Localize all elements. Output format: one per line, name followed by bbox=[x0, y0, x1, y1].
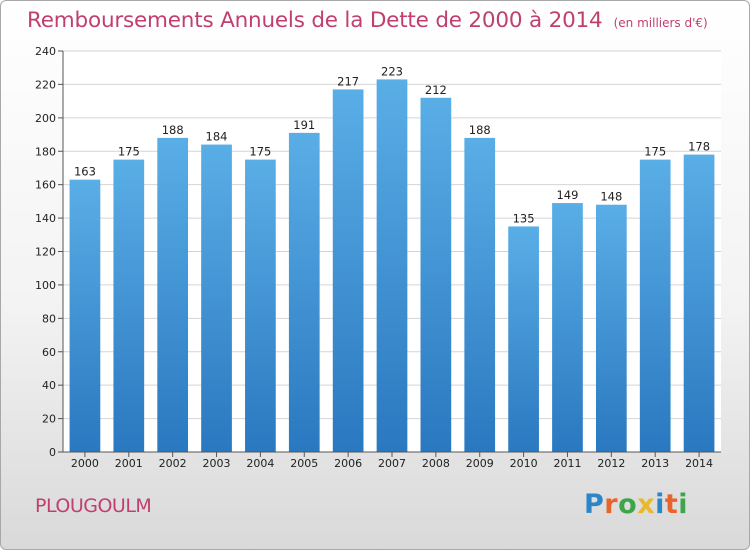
y-tick-label: 80 bbox=[42, 312, 56, 325]
x-tick-label: 2011 bbox=[553, 457, 581, 470]
y-tick-label: 160 bbox=[35, 179, 56, 192]
bar bbox=[201, 144, 232, 453]
bar bbox=[288, 132, 320, 452]
bar bbox=[376, 79, 408, 452]
bar bbox=[69, 179, 101, 452]
bar bbox=[332, 89, 364, 452]
bar bbox=[113, 159, 145, 452]
x-tick-label: 2000 bbox=[71, 457, 99, 470]
data-label: 149 bbox=[556, 188, 578, 202]
x-tick-label: 2013 bbox=[641, 457, 669, 470]
logo-letter: o bbox=[618, 489, 638, 520]
y-tick-label: 120 bbox=[35, 246, 56, 259]
logo-letter: P bbox=[584, 489, 605, 520]
bar bbox=[245, 159, 276, 452]
x-tick-label: 2012 bbox=[597, 457, 625, 470]
bar bbox=[464, 137, 496, 452]
commune-name: PLOUGOULM bbox=[35, 495, 152, 517]
data-label: 175 bbox=[118, 145, 140, 159]
labels: 0 20 40 60 80 100 120 140 160 180 200 220 240 163 2000… bbox=[35, 45, 713, 470]
bar bbox=[552, 203, 583, 452]
bar bbox=[595, 204, 627, 452]
logo-letter: t bbox=[664, 489, 679, 520]
axes bbox=[58, 50, 721, 457]
x-tick-label: 2009 bbox=[466, 457, 494, 470]
y-tick-label: 20 bbox=[42, 413, 56, 426]
data-label: 217 bbox=[337, 74, 359, 88]
x-tick-label: 2003 bbox=[203, 457, 231, 470]
x-tick-label: 2007 bbox=[378, 457, 406, 470]
data-label: 175 bbox=[249, 145, 271, 159]
data-label: 212 bbox=[425, 83, 447, 97]
data-label: 135 bbox=[513, 211, 535, 225]
logo-letter: x bbox=[637, 489, 656, 520]
x-tick-label: 2002 bbox=[159, 457, 187, 470]
bar bbox=[508, 226, 539, 452]
y-tick-label: 0 bbox=[49, 446, 56, 459]
bar bbox=[639, 159, 671, 452]
data-label: 178 bbox=[688, 140, 710, 154]
title-row: Remboursements Annuels de la Dette de 20… bbox=[27, 8, 708, 33]
chart-unit-note: (en milliers d'€) bbox=[613, 16, 708, 30]
y-tick-label: 60 bbox=[42, 346, 56, 359]
logo-letter: r bbox=[604, 489, 619, 520]
x-tick-label: 2004 bbox=[246, 457, 274, 470]
bar bbox=[157, 137, 189, 452]
data-label: 175 bbox=[644, 145, 666, 159]
x-tick-label: 2014 bbox=[685, 457, 713, 470]
x-tick-label: 2008 bbox=[422, 457, 450, 470]
x-tick-label: 2010 bbox=[510, 457, 538, 470]
data-label: 188 bbox=[469, 123, 491, 137]
chart-title: Remboursements Annuels de la Dette de 20… bbox=[27, 8, 603, 33]
y-tick-label: 40 bbox=[42, 379, 56, 392]
data-label: 188 bbox=[162, 123, 184, 137]
logo-letter: i bbox=[678, 489, 689, 520]
y-tick-label: 100 bbox=[35, 279, 56, 292]
proxiti-logo: Proxiti bbox=[584, 489, 688, 520]
bar bbox=[683, 154, 715, 452]
data-label: 223 bbox=[381, 64, 403, 78]
x-tick-label: 2005 bbox=[290, 457, 318, 470]
data-label: 148 bbox=[600, 190, 622, 204]
data-label: 184 bbox=[206, 130, 228, 144]
data-label: 191 bbox=[293, 118, 315, 132]
data-label: 163 bbox=[74, 165, 96, 179]
x-tick-label: 2006 bbox=[334, 457, 362, 470]
bars bbox=[69, 79, 715, 453]
bar bbox=[420, 97, 452, 453]
y-tick-label: 240 bbox=[35, 45, 56, 58]
x-tick-label: 2001 bbox=[115, 457, 143, 470]
logo-letter: i bbox=[655, 489, 665, 520]
y-tick-label: 200 bbox=[35, 112, 56, 125]
y-tick-label: 140 bbox=[35, 212, 56, 225]
y-tick-label: 220 bbox=[35, 78, 56, 91]
y-tick-label: 180 bbox=[35, 145, 56, 158]
